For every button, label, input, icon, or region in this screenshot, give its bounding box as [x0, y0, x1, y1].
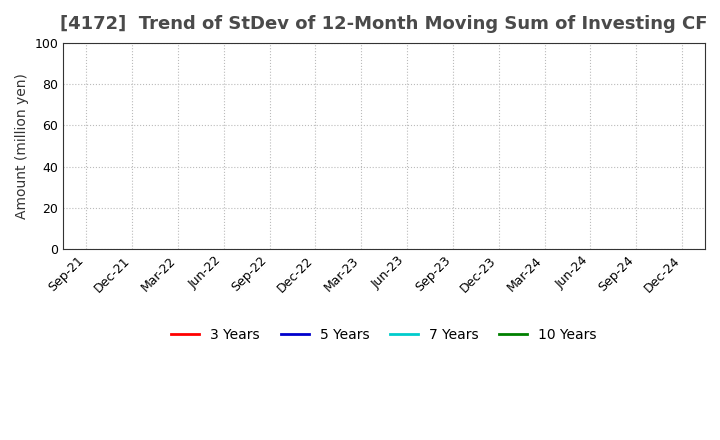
Title: [4172]  Trend of StDev of 12-Month Moving Sum of Investing CF: [4172] Trend of StDev of 12-Month Moving… [60, 15, 708, 33]
Y-axis label: Amount (million yen): Amount (million yen) [15, 73, 29, 219]
Legend: 3 Years, 5 Years, 7 Years, 10 Years: 3 Years, 5 Years, 7 Years, 10 Years [166, 323, 603, 348]
